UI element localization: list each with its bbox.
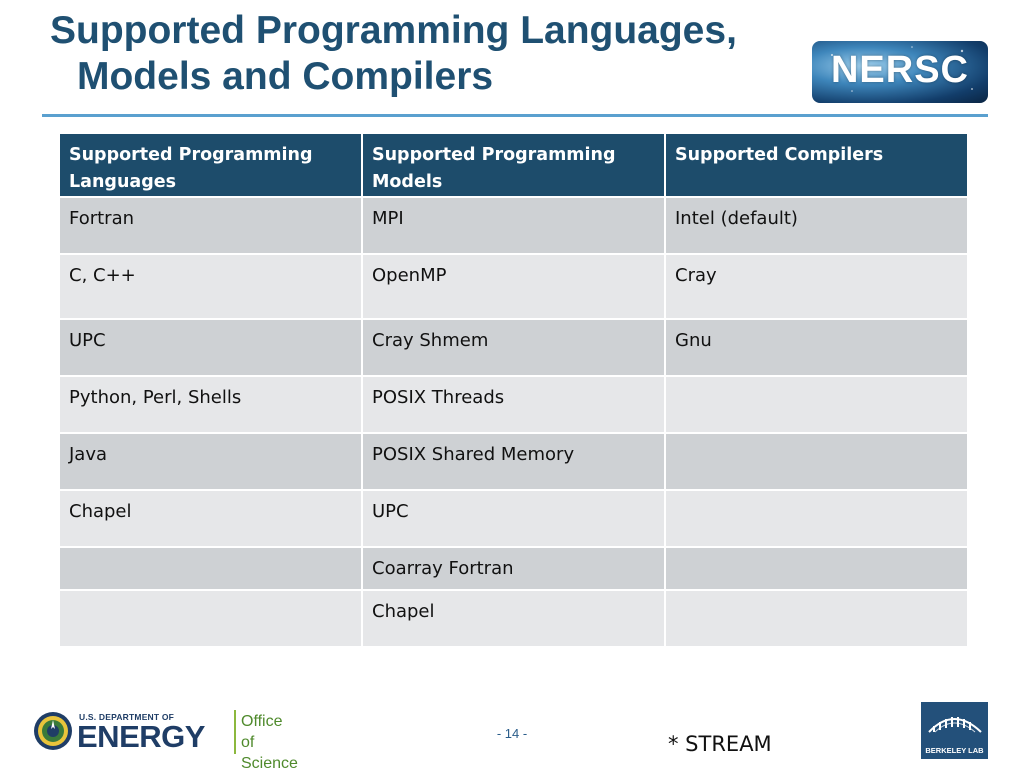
table-cell: C, C++: [58, 253, 363, 320]
nersc-logo-text: NERSC: [830, 49, 970, 91]
table-cell: POSIX Shared Memory: [361, 432, 666, 491]
doe-small-text: U.S. DEPARTMENT OF: [79, 712, 175, 722]
slide-title-line1: Supported Programming Languages,: [50, 9, 737, 52]
doe-divider: [234, 710, 236, 754]
table-cell: UPC: [361, 489, 666, 548]
header-compilers: Supported Compilers: [664, 132, 969, 198]
doe-big-text: ENERGY: [77, 719, 205, 754]
table-row: Coarray Fortran: [58, 546, 969, 591]
doe-seal-icon: [34, 712, 72, 750]
doe-office-of-science-logo: U.S. DEPARTMENT OF ENERGY Office of Scie…: [33, 708, 298, 768]
doe-office-line2: Science: [241, 755, 298, 768]
berkeley-lab-logo: BERKELEY LAB: [921, 702, 988, 759]
table-cell: [664, 432, 969, 491]
doe-office-text: Office of Science: [241, 711, 298, 768]
table-row: Fortran MPI Intel (default): [58, 196, 969, 255]
table-cell: Gnu: [664, 318, 969, 377]
slide-title-line2: Models and Compilers: [77, 55, 494, 98]
table-row: Java POSIX Shared Memory: [58, 432, 969, 491]
header-models: Supported Programming Models: [361, 132, 666, 198]
table-cell: Cray Shmem: [361, 318, 666, 377]
table-cell: [664, 375, 969, 434]
page-number: - 14 -: [496, 726, 528, 741]
table-cell: MPI: [361, 196, 666, 255]
slide-title: Supported Programming Languages, Models …: [50, 8, 810, 100]
table-row: Chapel: [58, 589, 969, 648]
table-cell: [58, 546, 363, 591]
table-cell: [664, 489, 969, 548]
table-cell: Cray: [664, 253, 969, 320]
nersc-logo-starfield: [831, 46, 973, 92]
berkeley-lab-text: BERKELEY LAB: [925, 746, 984, 755]
title-divider: [42, 114, 988, 117]
table-row: C, C++ OpenMP Cray: [58, 253, 969, 320]
doe-office-line1: Office of: [241, 713, 283, 751]
table-cell: Chapel: [58, 489, 363, 548]
table-cell: [58, 589, 363, 648]
nersc-logo: NERSC: [812, 41, 988, 103]
table-row: UPC Cray Shmem Gnu: [58, 318, 969, 377]
table-cell: [664, 589, 969, 648]
table-cell: Python, Perl, Shells: [58, 375, 363, 434]
languages-table: Supported Programming Languages Supporte…: [58, 132, 969, 648]
table-cell: UPC: [58, 318, 363, 377]
table-cell: Chapel: [361, 589, 666, 648]
table-header-row: Supported Programming Languages Supporte…: [58, 132, 969, 198]
footnote: * STREAM: [668, 732, 772, 756]
table-cell: OpenMP: [361, 253, 666, 320]
table-cell: Coarray Fortran: [361, 546, 666, 591]
table-cell: [664, 546, 969, 591]
table-row: Python, Perl, Shells POSIX Threads: [58, 375, 969, 434]
table-cell: Fortran: [58, 196, 363, 255]
header-languages: Supported Programming Languages: [58, 132, 363, 198]
table-cell: Intel (default): [664, 196, 969, 255]
berkeley-lab-arch-icon: [928, 717, 982, 733]
table-cell: Java: [58, 432, 363, 491]
table-cell: POSIX Threads: [361, 375, 666, 434]
table-row: Chapel UPC: [58, 489, 969, 548]
